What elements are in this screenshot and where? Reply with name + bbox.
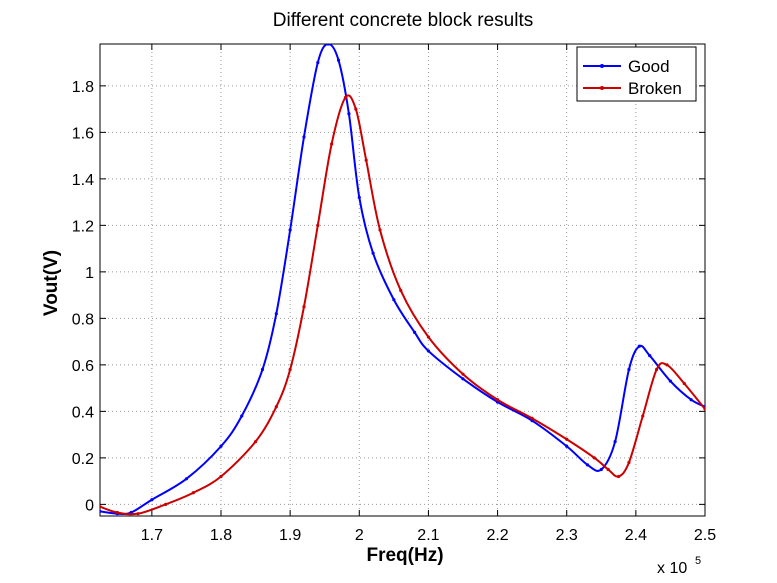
data-point-broken [616, 474, 621, 479]
data-point-broken [100, 505, 102, 509]
data-point-good [461, 377, 465, 381]
data-point-broken [399, 288, 403, 293]
data-point-good [637, 344, 641, 348]
x-axis-label: Freq(Hz) [366, 545, 443, 566]
data-point-broken [330, 142, 334, 146]
data-point-broken [592, 456, 596, 460]
y-tick-label: 1.8 [72, 79, 94, 96]
data-point-good [316, 61, 320, 65]
data-point-good [184, 477, 189, 481]
data-point-good [585, 463, 590, 467]
data-point-broken [627, 460, 631, 465]
legend-box [576, 46, 697, 102]
data-point-good [668, 379, 673, 383]
series-line-good [100, 44, 705, 516]
x-axis-multiplier-exponent: 5 [695, 555, 701, 567]
data-point-broken [703, 407, 705, 411]
data-point-good [347, 112, 351, 116]
data-point-broken [343, 95, 348, 100]
data-point-good [613, 440, 617, 444]
x-tick-label: 1.9 [279, 527, 301, 544]
x-tick-label: 2.5 [694, 527, 716, 544]
data-point-broken [115, 510, 119, 515]
data-point-broken [530, 416, 534, 420]
data-point-broken [606, 467, 610, 472]
x-axis-multiplier: x 10 [657, 560, 687, 577]
data-point-good [371, 251, 375, 255]
data-point-good [288, 228, 292, 232]
data-point-broken [495, 398, 500, 402]
data-point-good [326, 44, 330, 46]
data-point-broken [288, 367, 292, 372]
data-point-broken [164, 502, 168, 506]
data-point-broken [354, 107, 358, 111]
y-tick-label: 0.4 [72, 404, 94, 421]
data-point-broken [461, 372, 465, 376]
data-point-good [260, 367, 265, 372]
legend-label-broken: Broken [628, 79, 682, 98]
y-tick-label: 0.8 [72, 311, 94, 328]
data-point-broken [253, 440, 258, 444]
legend: Good Broken [576, 46, 697, 102]
chart-title: Different concrete block results [273, 10, 534, 31]
data-point-good [627, 367, 631, 372]
data-point-broken [426, 335, 431, 339]
data-point-broken [316, 223, 320, 227]
x-tick-label: 2.2 [486, 527, 508, 544]
data-point-broken [191, 491, 195, 495]
data-point-good [150, 498, 154, 502]
legend-label-good: Good [628, 57, 670, 76]
data-point-broken [641, 414, 645, 418]
data-point-good [413, 330, 417, 334]
legend-entries: Good Broken [583, 57, 682, 98]
data-point-broken [302, 305, 306, 309]
data-point-good [599, 467, 603, 472]
y-axis-label: Vout(V) [41, 250, 62, 316]
data-point-good [274, 312, 278, 316]
data-point-broken [655, 367, 659, 372]
data-point-good [392, 298, 396, 302]
legend-marker-good [600, 64, 604, 68]
y-tick-label: 1.4 [72, 172, 94, 189]
x-tick-label: 2.1 [417, 527, 439, 544]
data-point-good [426, 349, 431, 353]
x-tick-label: 2 [355, 527, 364, 544]
data-point-broken [136, 512, 140, 516]
data-point-broken [364, 158, 368, 162]
data-point-good [302, 135, 306, 139]
y-tick-label: 1.6 [72, 125, 94, 142]
y-tick-label: 0 [85, 497, 94, 514]
x-tick-label: 1.7 [141, 527, 163, 544]
axis-ticks [100, 44, 706, 516]
y-tick-label: 1 [85, 265, 94, 282]
y-tick-label: 0.6 [72, 358, 94, 375]
data-point-broken [665, 363, 669, 367]
data-point-good [100, 509, 102, 513]
data-point-good [219, 444, 223, 448]
data-point-broken [565, 437, 569, 441]
data-point-broken [219, 474, 223, 479]
data-point-good [357, 195, 361, 200]
tick-labels: 1.7 1.8 1.9 2 2.1 2.2 2.3 2.4 2.5 0 0.2 0.4 0.6 0.8 1 1… [72, 79, 716, 544]
y-tick-label: 1.2 [72, 218, 94, 235]
data-point-good [336, 58, 341, 62]
data-point-good [565, 444, 569, 448]
data-point-broken [378, 228, 382, 232]
plot-frame [99, 43, 706, 517]
x-tick-label: 2.3 [556, 527, 578, 544]
x-tick-label: 1.8 [210, 527, 232, 544]
data-point-broken [682, 381, 686, 386]
data-point-broken [274, 405, 278, 409]
x-tick-label: 2.4 [625, 527, 647, 544]
data-point-good [240, 414, 244, 418]
legend-marker-broken [600, 86, 604, 90]
data-point-good [648, 353, 652, 358]
y-tick-label: 0.2 [72, 451, 94, 468]
data-point-good [689, 398, 693, 402]
series-group [100, 44, 705, 516]
